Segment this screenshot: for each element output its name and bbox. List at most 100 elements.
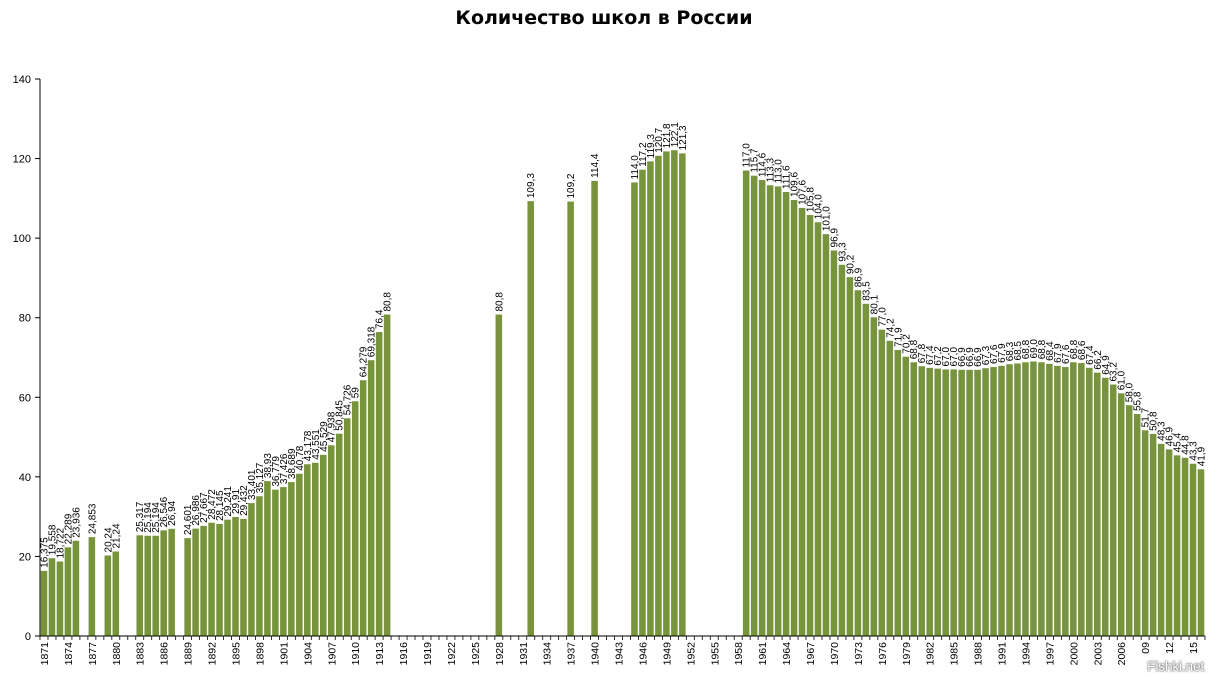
data-label: 68,8 — [1037, 339, 1048, 359]
bar — [766, 185, 774, 637]
chart-title: Количество школ в России — [455, 7, 753, 29]
x-axis: 1871 1874 1877 1880 1883 1886 1889 1892 1895 1898… — [39, 635, 1206, 666]
data-label: 107,6 — [798, 179, 809, 204]
data-label: 68,4 — [1045, 341, 1056, 361]
x-tick-label: 2000 — [1068, 642, 1080, 666]
bar — [894, 349, 902, 636]
x-tick-label: 1922 — [446, 642, 458, 666]
x-tick-label: 1952 — [685, 642, 697, 666]
y-tick-label: 40 — [19, 472, 31, 484]
bar — [527, 201, 534, 636]
x-tick-label: 1943 — [614, 642, 626, 666]
data-label: 40,78 — [295, 445, 306, 470]
x-tick-label: 1880 — [111, 642, 123, 666]
bar — [1046, 363, 1053, 636]
bar — [1157, 443, 1165, 636]
bar — [272, 489, 279, 636]
bar — [375, 332, 383, 636]
bar — [359, 380, 367, 636]
bar — [351, 401, 359, 636]
bar — [750, 175, 758, 636]
bar — [192, 528, 199, 636]
x-tick-label: 2003 — [1092, 642, 1104, 666]
bar — [1062, 367, 1069, 636]
bar — [998, 365, 1005, 636]
bar — [495, 314, 503, 636]
x-tick-label: 1982 — [925, 642, 937, 666]
data-label: 20,24 — [103, 527, 114, 552]
data-label: 111,6 — [782, 165, 793, 189]
bar — [966, 369, 973, 636]
data-label: 68,6 — [1077, 340, 1088, 360]
x-tick-label: 1874 — [63, 642, 75, 666]
bar — [639, 169, 646, 636]
x-tick-label: 1883 — [135, 642, 147, 666]
bar — [854, 290, 862, 636]
bar — [152, 535, 159, 636]
data-label: 70,2 — [901, 334, 912, 354]
bar — [304, 464, 311, 636]
data-label: 50,845 — [335, 400, 346, 431]
data-label: 48,3 — [1157, 421, 1168, 441]
data-label: 68,5 — [1013, 341, 1024, 361]
data-label: 67,0 — [949, 347, 960, 367]
x-tick-label: 1961 — [757, 642, 769, 666]
y-tick-label: 80 — [19, 313, 31, 325]
y-tick-label: 20 — [19, 551, 31, 563]
data-label: 24,853 — [87, 503, 98, 534]
bar — [1014, 363, 1021, 636]
data-label: 90,2 — [845, 254, 856, 274]
bar — [974, 369, 981, 636]
x-tick-label: 1937 — [566, 642, 578, 666]
bar — [312, 462, 319, 636]
bar — [798, 207, 806, 636]
data-label: 37,426 — [279, 453, 290, 484]
data-label: 66,9 — [973, 347, 984, 367]
bar — [838, 264, 846, 636]
bar — [264, 481, 271, 636]
data-label: 105,8 — [806, 187, 817, 212]
bar — [1101, 377, 1109, 636]
data-label: 26,94 — [167, 500, 178, 525]
bar — [248, 503, 255, 636]
data-label: 19,558 — [47, 524, 58, 555]
x-tick-label: 1964 — [781, 642, 793, 666]
data-label: 28,145 — [215, 490, 226, 521]
data-label: 64,279 — [359, 346, 370, 377]
data-label: 26,986 — [191, 495, 202, 526]
x-tick-label: 1970 — [829, 642, 841, 666]
bar — [567, 201, 574, 637]
data-label: 109,6 — [790, 171, 801, 196]
data-label: 51,7 — [1141, 407, 1152, 427]
x-tick-label: 12 — [1164, 642, 1176, 654]
bar — [934, 368, 941, 636]
data-label: 117,2 — [638, 142, 649, 167]
x-tick-label: 1901 — [278, 642, 290, 666]
data-label: 68,3 — [1005, 341, 1016, 361]
data-label: 21,24 — [111, 523, 122, 548]
bar — [1165, 449, 1173, 636]
data-label: 109,3 — [526, 173, 537, 198]
bar — [631, 182, 638, 636]
bar — [742, 170, 750, 636]
bar — [1125, 405, 1133, 636]
data-label: 38,93 — [263, 453, 274, 478]
x-tick-label: 1997 — [1044, 642, 1056, 666]
bar — [1006, 364, 1013, 636]
bars — [40, 150, 1205, 637]
x-tick-label: 1958 — [733, 642, 745, 666]
y-tick-label: 0 — [25, 631, 31, 643]
data-label: 23,936 — [71, 507, 82, 538]
bar — [878, 329, 886, 636]
bar — [950, 369, 957, 636]
bar — [383, 314, 391, 636]
bar — [367, 360, 375, 636]
x-tick-label: 1925 — [470, 642, 482, 666]
data-label: 68,8 — [1069, 339, 1080, 359]
data-label: 71,9 — [893, 327, 904, 347]
data-label: 27,667 — [199, 492, 210, 523]
data-label: 16,375 — [39, 537, 50, 568]
bar — [814, 222, 822, 637]
bar — [1022, 362, 1029, 636]
data-label: 29,241 — [223, 486, 234, 517]
